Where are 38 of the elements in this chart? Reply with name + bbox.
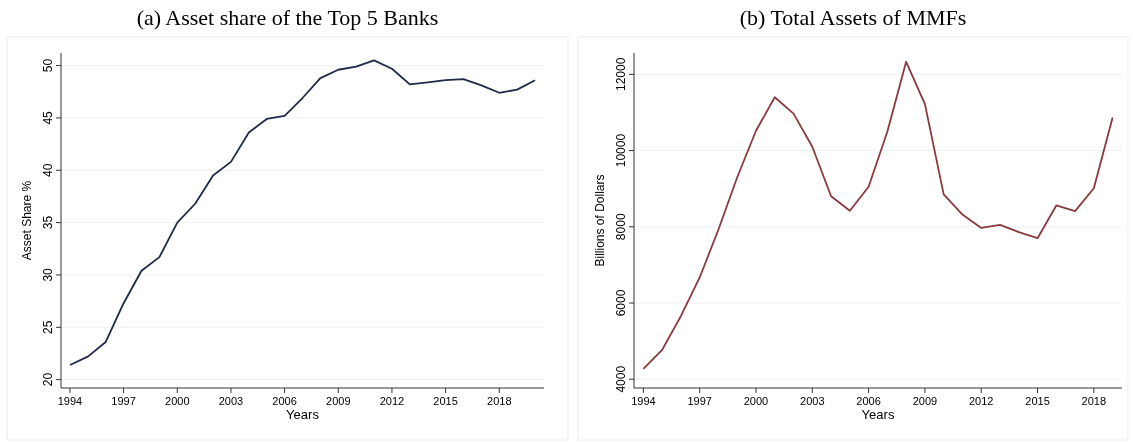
x-tick-label: 1994 (57, 395, 83, 407)
y-tick-label: 4000 (614, 365, 628, 393)
x-tick-label: 2018 (487, 395, 512, 407)
y-tick-label: 20 (41, 372, 55, 387)
x-tick-label: 2003 (800, 395, 825, 407)
x-tick-label: 2015 (433, 395, 458, 407)
line-series (642, 60, 1114, 370)
x-axis-title: Years (286, 407, 320, 422)
x-tick-label: 2000 (165, 395, 190, 407)
x-tick-label: 2006 (856, 395, 881, 407)
x-tick-label: 2000 (743, 395, 769, 407)
y-tick-label: 45 (41, 110, 55, 125)
x-axis-title: Years (861, 407, 895, 422)
x-tick-label: 2009 (326, 395, 351, 407)
y-tick-label: 25 (41, 320, 55, 334)
x-tick-label: 2006 (272, 395, 297, 407)
y-tick-label: 30 (41, 267, 55, 282)
y-tick-label: 50 (41, 58, 55, 73)
x-tick-label: 1997 (687, 395, 712, 407)
x-tick-label: 2015 (1025, 395, 1050, 407)
y-tick-label: 40 (41, 163, 55, 177)
y-tick-label: 10000 (614, 133, 628, 168)
line-series (69, 59, 536, 366)
x-tick-label: 2012 (379, 395, 405, 407)
x-tick-label: 1994 (631, 395, 656, 407)
y-tick-label: 6000 (614, 289, 628, 317)
x-tick-label: 2003 (218, 395, 244, 407)
x-tick-label: 1997 (111, 395, 136, 407)
y-tick-label: 12000 (614, 57, 628, 92)
y-tick-label: 35 (41, 215, 55, 230)
x-tick-label: 2009 (912, 395, 938, 407)
x-tick-label: 2012 (968, 395, 994, 407)
y-tick-label: 8000 (614, 213, 628, 241)
chart-title: (a) Asset share of the Top 5 Banks (136, 5, 439, 30)
y-axis-title: Billions of Dollars (593, 174, 607, 267)
y-axis-title: Asset Share % (20, 180, 34, 261)
x-tick-label: 2018 (1081, 395, 1107, 407)
chart-title: (b) Total Assets of MMFs (739, 5, 967, 30)
